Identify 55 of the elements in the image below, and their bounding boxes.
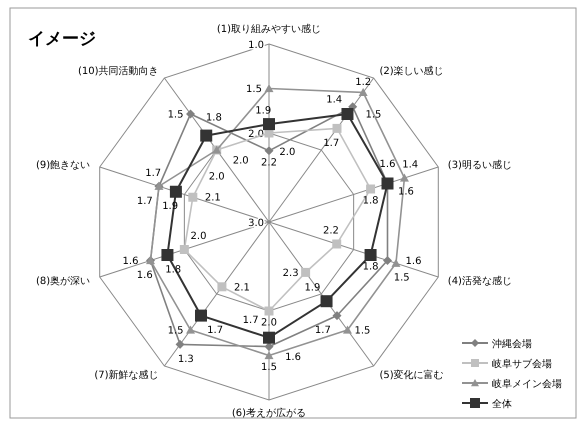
y-tick-label: 1.0 (248, 40, 264, 51)
chart-title: イメージ (28, 29, 96, 49)
data-label: 2.0 (190, 230, 206, 242)
spoke-label: (4)活発な感じ (448, 275, 512, 288)
data-label: 1.6 (398, 186, 414, 198)
data-label: 1.3 (178, 354, 194, 365)
spoke-label: (10)共同活動向き (78, 64, 158, 77)
spoke-label: (8)奥が深い (36, 275, 90, 288)
data-label: 1.7 (323, 138, 340, 149)
data-label: 1.9 (255, 106, 272, 117)
data-label: 1.6 (285, 352, 301, 364)
spoke-label: (5)変化に富む (380, 369, 444, 382)
data-label: 2.2 (261, 157, 277, 168)
data-label: 1.8 (206, 112, 222, 124)
data-label: 2.3 (282, 268, 299, 279)
data-label: 1.2 (355, 76, 372, 88)
data-label: 2.0 (261, 318, 277, 328)
data-label: 2.2 (323, 226, 339, 237)
data-label: 1.5 (354, 326, 370, 337)
spoke-label: (7)新鮮な感じ (94, 369, 158, 382)
spoke-label: (1)取り組みやすい感じ (216, 23, 322, 35)
data-label: 1.5 (366, 109, 382, 120)
data-label: 1.5 (246, 84, 262, 95)
data-label: 1.7 (242, 314, 259, 326)
spoke-label: (2)楽しい感じ (380, 64, 444, 77)
data-label: 2.0 (232, 155, 249, 166)
data-label: 1.7 (207, 325, 224, 336)
data-label: 1.4 (326, 94, 342, 106)
data-label: 1.4 (402, 160, 418, 171)
legend-label: 沖縄会場 (492, 338, 532, 350)
data-label: 1.6 (136, 270, 153, 281)
data-label: 1.5 (261, 362, 277, 373)
data-label: 1.7 (145, 168, 162, 179)
spoke-label: (9)飽きない (36, 160, 90, 171)
data-label: 1.9 (304, 282, 320, 294)
data-label: 1.6 (406, 256, 422, 268)
data-label: 2.0 (208, 171, 225, 182)
data-label: 2.1 (204, 192, 221, 204)
data-label: 1.8 (362, 195, 379, 206)
data-label: 1.5 (168, 109, 184, 120)
data-label: 2.1 (234, 282, 250, 294)
spoke-label: (3)明るい感じ (448, 158, 512, 171)
legend-label: 岐阜サブ会場 (492, 358, 552, 370)
legend-label: 岐阜メイン会場 (492, 378, 562, 390)
data-label: 1.6 (122, 256, 138, 268)
data-label: 1.7 (136, 196, 153, 207)
data-label: 1.6 (380, 158, 396, 170)
data-label: 1.7 (314, 325, 331, 336)
legend-label: 全体 (492, 398, 512, 410)
y-tick-label: 3.0 (248, 218, 264, 229)
data-label: 1.5 (168, 326, 184, 337)
data-label: 2.0 (279, 146, 296, 158)
spoke-label: (6)考えが広がる (232, 407, 306, 419)
data-label: 1.8 (362, 262, 379, 273)
data-label: 1.5 (394, 272, 410, 284)
